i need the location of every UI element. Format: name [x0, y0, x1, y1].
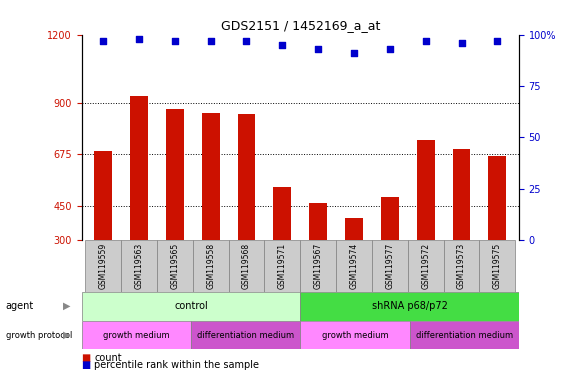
Bar — [309, 204, 327, 240]
Text: GSM119568: GSM119568 — [242, 243, 251, 289]
Text: GSM119565: GSM119565 — [170, 243, 180, 289]
Text: GSM119574: GSM119574 — [349, 243, 359, 289]
Text: GSM119572: GSM119572 — [421, 243, 430, 289]
Point — [457, 40, 466, 46]
Point — [242, 38, 251, 44]
Bar — [94, 151, 112, 240]
Text: growth protocol: growth protocol — [6, 331, 72, 339]
Bar — [479, 240, 515, 292]
Text: GSM119559: GSM119559 — [99, 243, 108, 289]
Bar — [82, 321, 191, 349]
Bar — [121, 240, 157, 292]
Bar — [82, 292, 300, 321]
Bar — [300, 240, 336, 292]
Bar — [345, 218, 363, 240]
Bar — [409, 321, 519, 349]
Bar — [452, 149, 470, 240]
Text: shRNA p68/p72: shRNA p68/p72 — [371, 301, 448, 311]
Point — [99, 38, 108, 44]
Text: ■: ■ — [82, 360, 91, 370]
Bar — [166, 109, 184, 240]
Bar — [273, 187, 292, 240]
Text: growth medium: growth medium — [103, 331, 170, 339]
Bar — [229, 240, 265, 292]
Text: ■: ■ — [82, 353, 91, 363]
Text: GSM119571: GSM119571 — [278, 243, 287, 289]
Point — [493, 38, 502, 44]
Text: ▶: ▶ — [64, 301, 71, 311]
Text: GSM119577: GSM119577 — [385, 243, 394, 289]
Bar — [130, 96, 148, 240]
Bar — [85, 240, 121, 292]
Bar — [336, 240, 372, 292]
Text: percentile rank within the sample: percentile rank within the sample — [94, 360, 259, 370]
Point — [385, 46, 395, 52]
Bar — [417, 139, 435, 240]
Bar — [157, 240, 193, 292]
Point — [421, 38, 430, 44]
Bar — [193, 240, 229, 292]
Bar — [489, 156, 506, 240]
Bar — [372, 240, 408, 292]
Text: control: control — [174, 301, 208, 311]
Bar — [191, 321, 300, 349]
Text: count: count — [94, 353, 122, 363]
Text: ▶: ▶ — [64, 330, 71, 340]
Point — [206, 38, 215, 44]
Bar — [444, 240, 479, 292]
Text: GSM119567: GSM119567 — [314, 243, 322, 289]
Text: GSM119575: GSM119575 — [493, 243, 502, 289]
Bar — [237, 114, 255, 240]
Point — [278, 42, 287, 48]
Point — [170, 38, 180, 44]
Text: GSM119563: GSM119563 — [135, 243, 143, 289]
Title: GDS2151 / 1452169_a_at: GDS2151 / 1452169_a_at — [220, 19, 380, 32]
Text: differentiation medium: differentiation medium — [416, 331, 513, 339]
Bar — [300, 321, 409, 349]
Point — [349, 50, 359, 56]
Point — [134, 36, 143, 42]
Bar — [300, 292, 519, 321]
Text: growth medium: growth medium — [322, 331, 388, 339]
Bar — [381, 197, 399, 240]
Text: GSM119573: GSM119573 — [457, 243, 466, 289]
Text: GSM119558: GSM119558 — [206, 243, 215, 289]
Bar — [408, 240, 444, 292]
Text: agent: agent — [6, 301, 34, 311]
Bar — [265, 240, 300, 292]
Bar — [202, 113, 220, 240]
Text: differentiation medium: differentiation medium — [197, 331, 294, 339]
Point — [314, 46, 323, 52]
